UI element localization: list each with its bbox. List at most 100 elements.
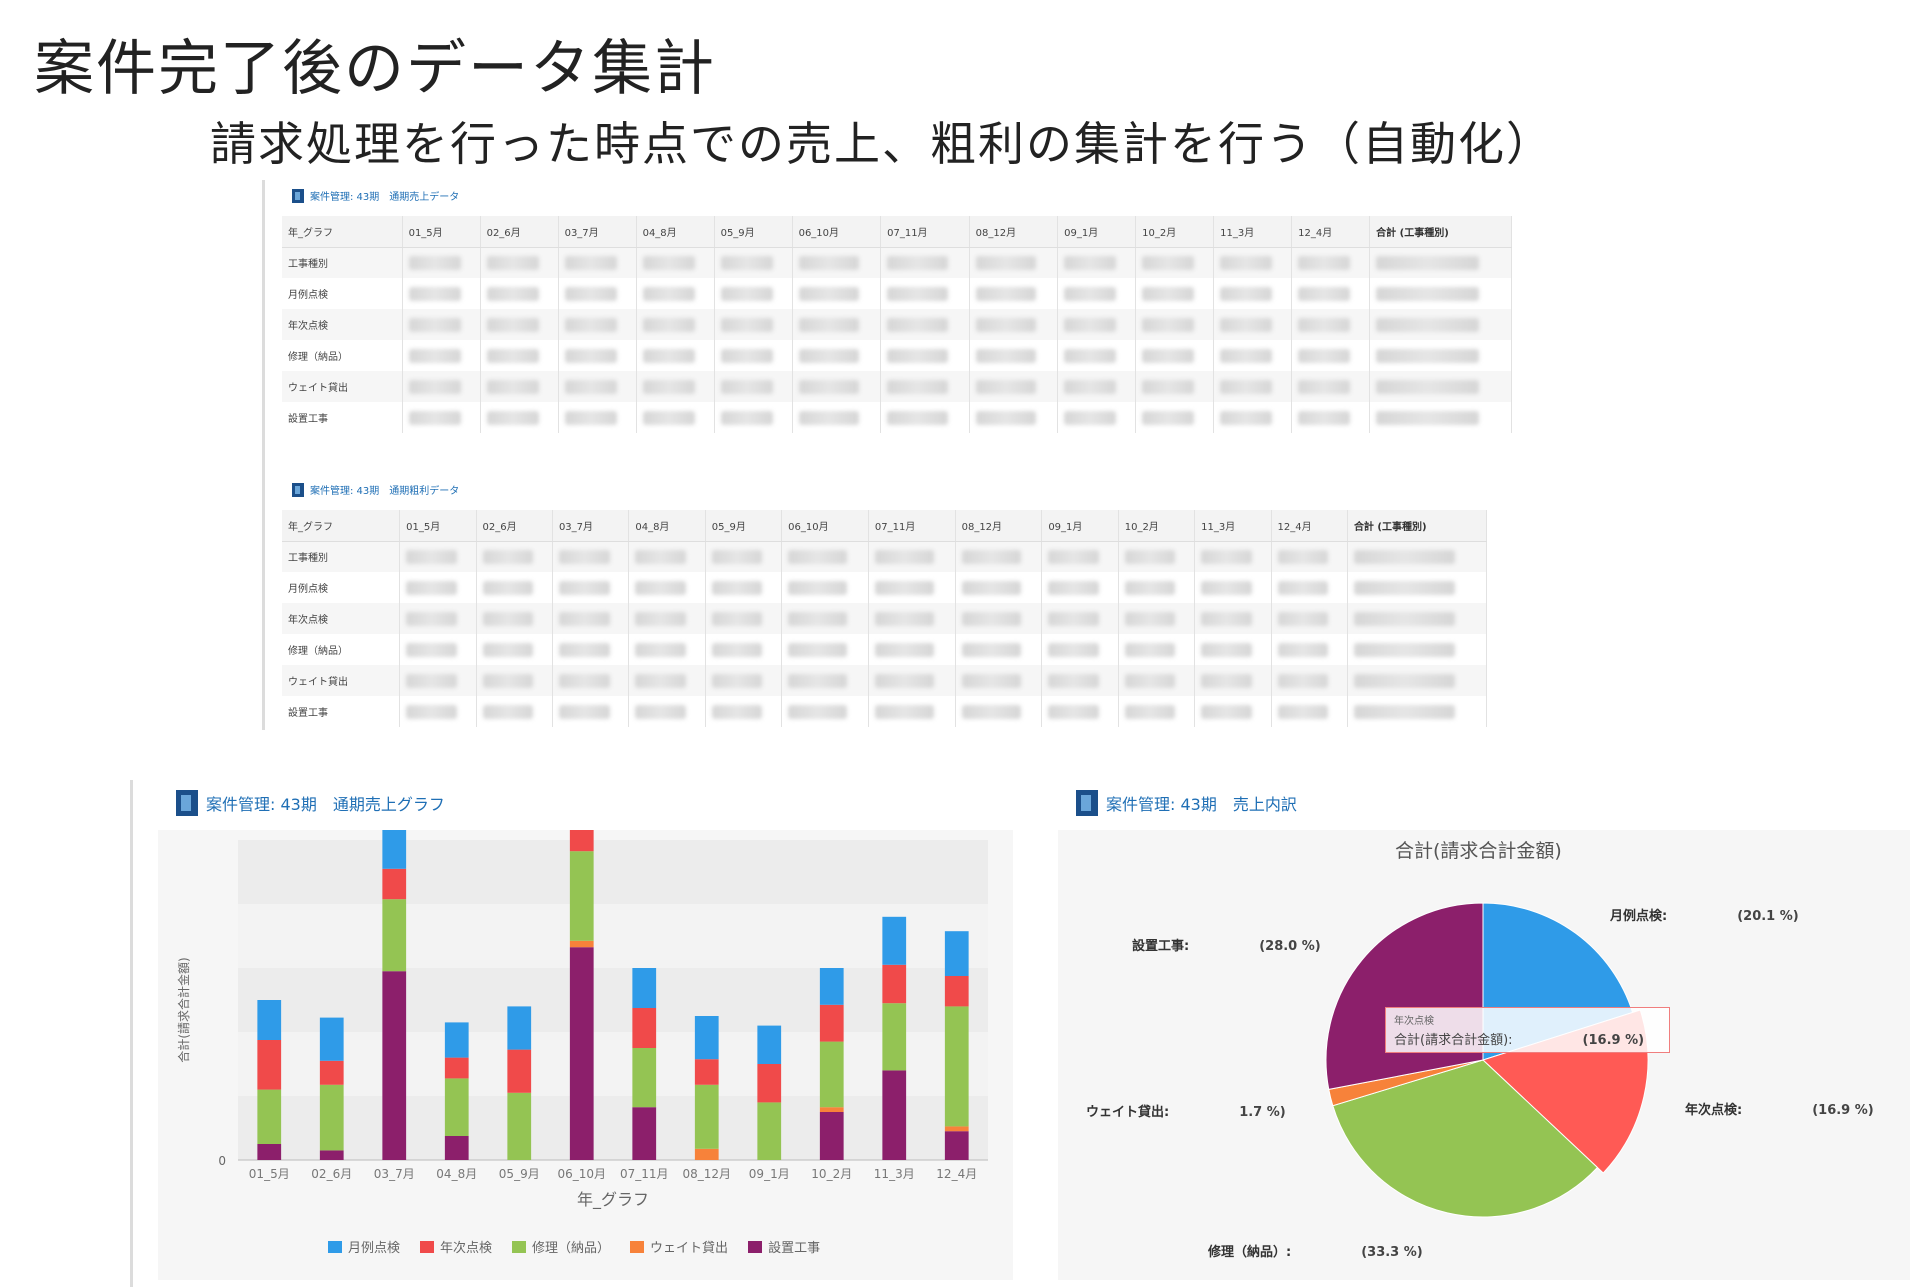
pie-panel-header[interactable]: 案件管理: 43期 売上内訳 [1076, 790, 1297, 816]
bar-segment[interactable] [382, 971, 407, 1160]
bar-segment[interactable] [694, 1084, 719, 1149]
bar-segment[interactable] [257, 1040, 282, 1090]
column-header[interactable]: 01_5月 [399, 510, 477, 542]
column-header[interactable]: 11_3月 [1194, 510, 1272, 542]
bar-segment[interactable] [944, 1131, 969, 1160]
legend-label: 年次点検 [440, 1241, 493, 1256]
column-header[interactable]: 07_11月 [868, 510, 956, 542]
bar-segment[interactable] [382, 868, 407, 900]
column-header[interactable]: 合計 (工事種別) [1369, 216, 1512, 248]
column-header[interactable]: 05_9月 [714, 216, 793, 248]
bar-segment[interactable] [944, 1006, 969, 1127]
legend-item[interactable]: 設置工事 [748, 1237, 820, 1256]
legend-item[interactable]: ウェイト貸出 [630, 1237, 728, 1256]
bar-segment[interactable] [569, 947, 594, 1160]
redacted-value-cell [1291, 340, 1371, 371]
column-header[interactable]: 07_11月 [880, 216, 970, 248]
bar-segment[interactable] [632, 1107, 657, 1160]
column-header[interactable]: 03_7月 [552, 510, 630, 542]
column-header[interactable]: 06_10月 [792, 216, 882, 248]
bar-segment[interactable] [569, 940, 594, 948]
bar-segment[interactable] [819, 1112, 844, 1160]
bar-segment[interactable] [694, 1148, 719, 1160]
bar-segment[interactable] [757, 1025, 782, 1064]
column-header[interactable]: 12_4月 [1291, 216, 1371, 248]
legend-label: 設置工事 [768, 1241, 821, 1256]
table1-header[interactable]: 案件管理: 43期 通期売上データ [292, 188, 459, 203]
column-header[interactable]: 05_9月 [705, 510, 783, 542]
column-header[interactable]: 06_10月 [781, 510, 869, 542]
bar-segment[interactable] [819, 1107, 844, 1112]
bar-segment[interactable] [569, 851, 594, 941]
bar-segment[interactable] [319, 1150, 344, 1160]
bar-segment[interactable] [382, 824, 407, 869]
pie-slice[interactable] [1325, 902, 1484, 1091]
bar-segment[interactable] [319, 1060, 344, 1085]
column-header[interactable]: 08_12月 [969, 216, 1059, 248]
column-header[interactable]: 10_2月 [1118, 510, 1196, 542]
column-header[interactable]: 09_1月 [1041, 510, 1119, 542]
redacted-value-cell [969, 247, 1059, 278]
bar-segment[interactable] [257, 1089, 282, 1144]
bar-segment[interactable] [507, 1049, 532, 1093]
bar-segment[interactable] [882, 916, 907, 965]
column-header[interactable]: 08_12月 [955, 510, 1043, 542]
redacted-value-cell [781, 696, 869, 727]
column-header[interactable]: 10_2月 [1135, 216, 1215, 248]
divider-bottom [130, 780, 133, 1287]
column-header[interactable]: 03_7月 [558, 216, 637, 248]
redacted-value-cell [714, 278, 793, 309]
redacted-value-cell [476, 696, 553, 727]
bar-segment[interactable] [944, 1126, 969, 1132]
bar-segment[interactable] [819, 1004, 844, 1042]
column-header[interactable]: 合計 (工事種別) [1347, 510, 1488, 542]
bar-segment[interactable] [444, 1078, 469, 1136]
redacted-value-cell [714, 247, 793, 278]
bar-segment[interactable] [944, 976, 969, 1007]
bar-segment[interactable] [569, 822, 594, 852]
bar-segment[interactable] [507, 1006, 532, 1050]
bar-segment[interactable] [382, 899, 407, 972]
column-header[interactable]: 04_8月 [636, 216, 715, 248]
column-header[interactable]: 12_4月 [1271, 510, 1348, 542]
column-header[interactable]: 04_8月 [628, 510, 706, 542]
redacted-value-cell [399, 634, 477, 665]
bar-segment[interactable] [507, 1092, 532, 1160]
bar-segment[interactable] [757, 1102, 782, 1160]
column-header[interactable]: 11_3月 [1213, 216, 1293, 248]
bar-segment[interactable] [632, 968, 657, 1008]
column-header[interactable]: 02_6月 [476, 510, 553, 542]
bar-segment[interactable] [819, 968, 844, 1005]
redacted-value-cell [1213, 340, 1293, 371]
bar-segment[interactable] [694, 1059, 719, 1085]
bar-segment[interactable] [694, 1016, 719, 1060]
bar-segment[interactable] [944, 931, 969, 976]
legend-item[interactable]: 月例点検 [328, 1237, 400, 1256]
bar-segment[interactable] [319, 1017, 344, 1061]
bar-segment[interactable] [257, 1000, 282, 1040]
legend-item[interactable]: 修理（納品） [512, 1237, 610, 1256]
row-label: 修理（納品） [282, 634, 401, 665]
bar-segment[interactable] [882, 1003, 907, 1071]
bar-segment[interactable] [632, 1008, 657, 1048]
bar-segment[interactable] [444, 1022, 469, 1058]
redacted-value-cell [476, 603, 553, 634]
pie-slice[interactable] [1332, 1059, 1599, 1218]
bar-segment[interactable] [257, 1144, 282, 1160]
bar-segment[interactable] [819, 1041, 844, 1108]
table2-header[interactable]: 案件管理: 43期 通期粗利データ [292, 482, 459, 497]
bar-segment[interactable] [632, 1048, 657, 1108]
bar-segment[interactable] [444, 1136, 469, 1160]
bar-panel-header[interactable]: 案件管理: 43期 通期売上グラフ [176, 790, 445, 816]
row-label: 工事種別 [282, 247, 403, 278]
column-header[interactable]: 01_5月 [402, 216, 481, 248]
bar-segment[interactable] [444, 1057, 469, 1079]
legend-swatch [328, 1240, 342, 1253]
column-header[interactable]: 09_1月 [1057, 216, 1137, 248]
bar-segment[interactable] [882, 1070, 907, 1160]
column-header[interactable]: 02_6月 [480, 216, 559, 248]
bar-segment[interactable] [319, 1084, 344, 1151]
legend-item[interactable]: 年次点検 [420, 1237, 492, 1256]
bar-segment[interactable] [882, 964, 907, 1004]
bar-segment[interactable] [757, 1064, 782, 1103]
